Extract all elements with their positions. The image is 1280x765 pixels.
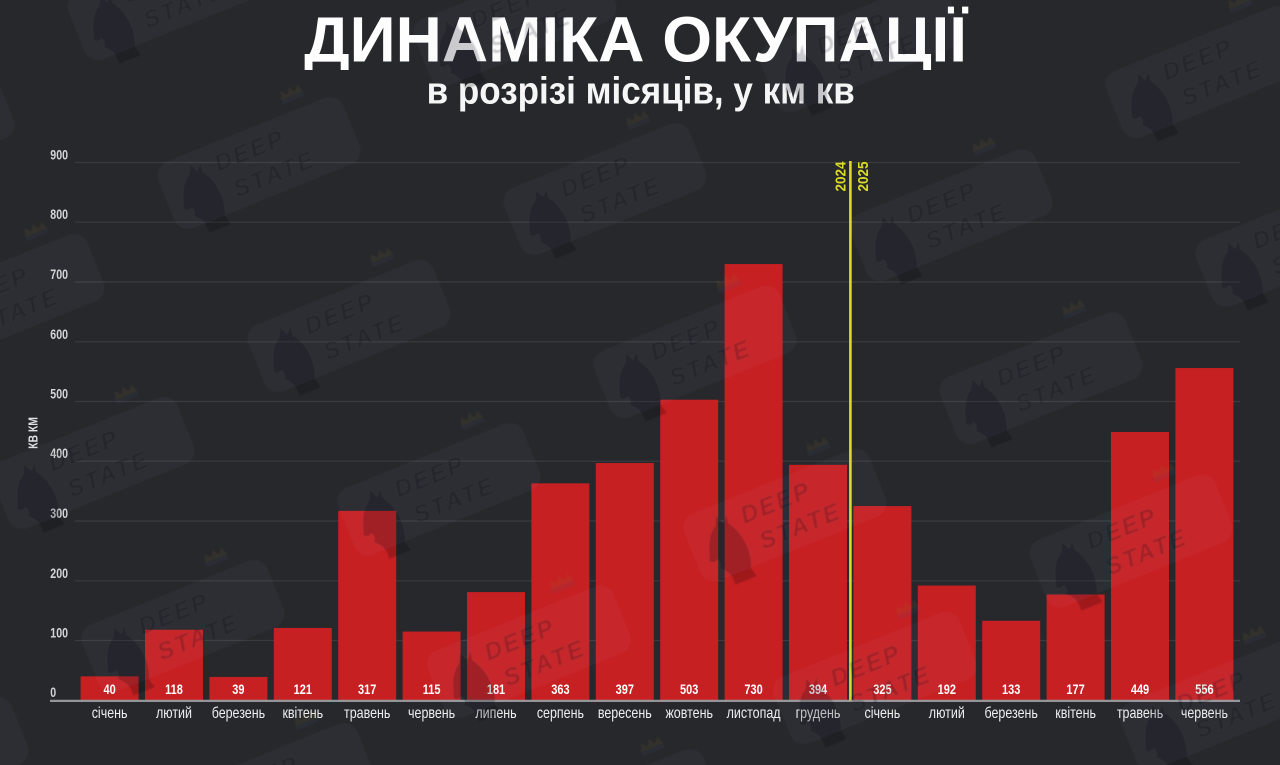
svg-text:133: 133 bbox=[1002, 682, 1020, 698]
svg-text:лютий: лютий bbox=[929, 705, 965, 723]
svg-text:177: 177 bbox=[1066, 682, 1084, 698]
svg-text:вересень: вересень bbox=[598, 705, 652, 723]
svg-text:КВ КМ: КВ КМ bbox=[26, 417, 40, 449]
svg-text:500: 500 bbox=[50, 386, 68, 402]
svg-text:121: 121 bbox=[294, 682, 312, 698]
svg-text:397: 397 bbox=[616, 682, 634, 698]
svg-text:березень: березень bbox=[212, 705, 265, 723]
svg-text:600: 600 bbox=[50, 326, 68, 342]
svg-text:118: 118 bbox=[165, 682, 183, 698]
svg-text:квітень: квітень bbox=[1055, 705, 1096, 723]
svg-text:травень: травень bbox=[344, 705, 390, 723]
svg-text:317: 317 bbox=[358, 682, 376, 698]
svg-text:серпень: серпень bbox=[537, 705, 584, 723]
svg-text:0: 0 bbox=[50, 685, 56, 701]
svg-text:березень: березень bbox=[984, 705, 1037, 723]
svg-text:900: 900 bbox=[50, 147, 68, 163]
svg-text:100: 100 bbox=[50, 625, 68, 641]
svg-text:363: 363 bbox=[551, 682, 569, 698]
svg-text:червень: червень bbox=[408, 705, 455, 723]
svg-text:січень: січень bbox=[92, 705, 128, 723]
svg-text:листопад: листопад bbox=[727, 705, 781, 723]
svg-text:503: 503 bbox=[680, 682, 698, 698]
svg-text:730: 730 bbox=[744, 682, 762, 698]
svg-text:2025: 2025 bbox=[855, 161, 872, 191]
svg-text:449: 449 bbox=[1131, 682, 1149, 698]
svg-text:39: 39 bbox=[232, 682, 244, 698]
svg-text:200: 200 bbox=[50, 565, 68, 581]
svg-text:лютий: лютий bbox=[156, 705, 192, 723]
svg-text:800: 800 bbox=[50, 207, 68, 223]
svg-text:2024: 2024 bbox=[833, 161, 850, 191]
svg-text:жовтень: жовтень bbox=[665, 705, 712, 723]
